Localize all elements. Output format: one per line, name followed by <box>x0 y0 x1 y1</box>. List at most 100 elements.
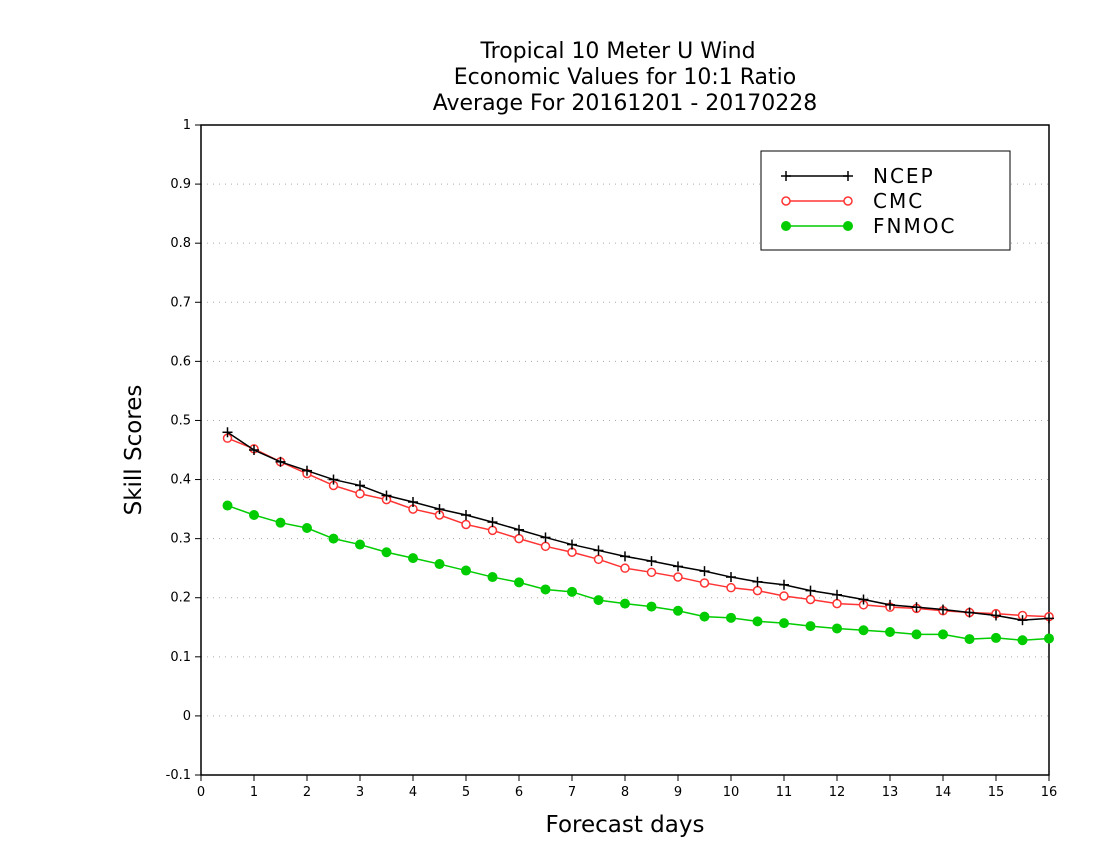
data-point-ncep <box>514 524 524 535</box>
data-point-cmc <box>726 582 736 593</box>
series-line-ncep <box>227 431 1050 621</box>
legend-marker-ncep <box>781 171 791 181</box>
data-point-fnmoc <box>275 517 286 528</box>
data-point-fnmoc <box>911 629 922 640</box>
data-point-fnmoc <box>302 523 312 533</box>
data-point-ncep <box>540 532 551 543</box>
data-point-fnmoc <box>779 618 789 629</box>
x-tick-label: 6 <box>515 785 523 800</box>
data-point-fnmoc <box>991 632 1001 643</box>
data-point-ncep <box>620 551 630 562</box>
data-point-ncep <box>991 610 1001 621</box>
data-point-cmc <box>593 554 604 565</box>
x-tick-label: 5 <box>462 785 470 800</box>
legend-marker-ncep <box>843 171 853 181</box>
x-tick-label: 15 <box>988 785 1005 800</box>
data-point-cmc <box>620 563 630 573</box>
data-point-ncep <box>487 517 498 528</box>
series-cmc <box>222 433 1054 622</box>
y-axis: -0.1 0 0.1 0.2 0.3 0.4 0.5 0.6 0.7 0.8 0.9 1 <box>166 118 201 783</box>
data-point-ncep <box>275 456 286 467</box>
data-point-fnmoc <box>885 627 895 637</box>
title-line-3: Average For 20161201 - 20170228 <box>433 91 818 116</box>
data-point-ncep <box>302 465 312 476</box>
legend-marker-cmc <box>843 196 853 206</box>
data-point-fnmoc <box>461 565 471 576</box>
legend-item-ncep: NCEP <box>781 164 935 188</box>
data-point-cmc <box>779 591 789 601</box>
data-point-fnmoc <box>408 553 418 564</box>
data-point-cmc <box>805 594 816 605</box>
series-fnmoc <box>222 500 1054 646</box>
legend-label-fnmoc: FNMOC <box>873 214 956 238</box>
x-tick-label: 16 <box>1041 785 1058 800</box>
data-point-fnmoc <box>646 601 657 612</box>
grid-lines <box>201 183 1049 717</box>
data-point-cmc <box>752 585 763 596</box>
data-point-ncep <box>249 445 259 455</box>
legend-label-ncep: NCEP <box>873 164 935 188</box>
data-point-ncep <box>1044 613 1054 624</box>
data-point-fnmoc <box>1017 635 1028 646</box>
data-point-ncep <box>805 585 816 596</box>
legend-item-cmc: CMC <box>781 189 924 213</box>
data-point-ncep <box>752 576 763 587</box>
y-tick-label: 0.6 <box>170 354 191 369</box>
x-axis-label: Forecast days <box>546 812 705 838</box>
data-point-ncep <box>885 599 895 610</box>
series-line-fnmoc <box>227 504 1050 642</box>
data-point-ncep <box>567 539 577 550</box>
title-line-2: Economic Values for 10:1 Ratio <box>454 65 796 90</box>
legend-marker-cmc <box>781 196 791 206</box>
data-point-fnmoc <box>434 559 445 570</box>
data-point-fnmoc <box>249 510 259 520</box>
data-point-cmc <box>646 567 657 578</box>
data-point-fnmoc <box>1044 633 1054 644</box>
data-point-fnmoc <box>514 577 524 588</box>
y-tick-label: 1 <box>183 118 191 133</box>
y-tick-label: 0 <box>183 709 191 724</box>
data-point-ncep <box>779 579 789 590</box>
data-point-fnmoc <box>593 595 604 606</box>
x-tick-label: 12 <box>829 785 846 800</box>
data-point-fnmoc <box>699 611 710 622</box>
y-tick-label: 0.1 <box>170 650 191 665</box>
x-tick-label: 1 <box>250 785 258 800</box>
data-point-ncep <box>832 589 842 600</box>
x-axis: 0 1 2 3 4 5 6 7 8 9 10 11 12 13 14 15 16 <box>197 775 1057 800</box>
y-tick-label: -0.1 <box>166 768 191 783</box>
y-tick-label: 0.7 <box>170 295 191 310</box>
data-point-ncep <box>593 545 604 556</box>
data-point-fnmoc <box>726 612 736 623</box>
data-point-ncep <box>964 607 975 618</box>
y-tick-label: 0.2 <box>170 591 191 606</box>
series-line-cmc <box>227 437 1050 618</box>
data-point-ncep <box>673 561 683 572</box>
x-tick-label: 11 <box>776 785 793 800</box>
data-point-cmc <box>461 519 471 530</box>
data-point-fnmoc <box>805 621 816 632</box>
data-point-ncep <box>355 480 365 491</box>
y-tick-label: 0.5 <box>170 413 191 428</box>
data-point-fnmoc <box>540 584 551 595</box>
legend-marker-fnmoc <box>781 221 791 231</box>
y-tick-label: 0.9 <box>170 177 191 192</box>
x-tick-label: 13 <box>882 785 899 800</box>
y-axis-label: Skill Scores <box>121 385 147 516</box>
data-point-fnmoc <box>487 572 498 583</box>
x-tick-label: 8 <box>621 785 629 800</box>
data-point-fnmoc <box>858 625 869 636</box>
data-point-ncep <box>381 490 392 501</box>
data-point-fnmoc <box>752 616 763 627</box>
data-point-cmc <box>540 541 551 552</box>
data-point-cmc <box>514 533 524 544</box>
legend-label-cmc: CMC <box>873 189 924 213</box>
x-tick-label: 9 <box>674 785 682 800</box>
data-point-fnmoc <box>355 539 365 550</box>
y-tick-label: 0.4 <box>170 473 191 488</box>
data-point-ncep <box>911 602 922 613</box>
data-point-fnmoc <box>328 533 339 544</box>
data-point-fnmoc <box>938 629 948 640</box>
data-point-fnmoc <box>381 547 392 558</box>
